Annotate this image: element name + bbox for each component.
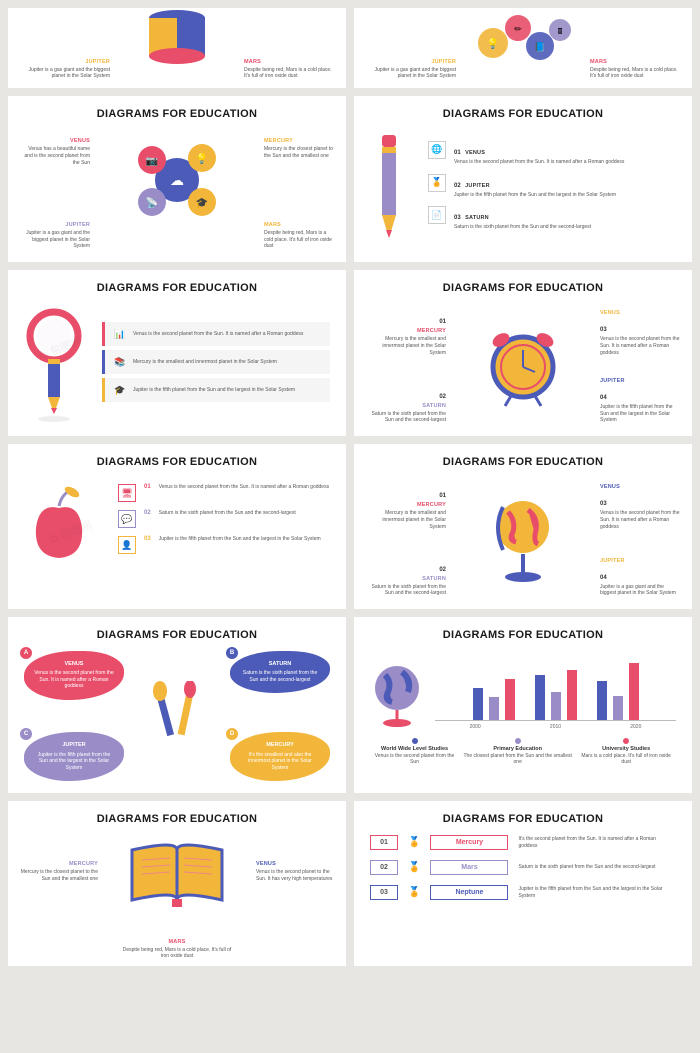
text-jupiter: Jupiter is a gas giant and the biggest p… xyxy=(20,67,110,81)
list-item: 👤 03 Jupiter is the fifth planet from th… xyxy=(118,536,330,554)
bar xyxy=(551,692,561,720)
list-item: 🏅 02 JUPITER Jupiter is the fifth planet… xyxy=(428,174,676,199)
brushes-icon xyxy=(152,681,202,751)
doc-icon: 📄 xyxy=(428,206,446,224)
label-jupiter: JUPITER xyxy=(366,59,456,65)
list: 🌐 01 VENUS Venus is the second planet fr… xyxy=(428,141,676,239)
slide-splats: DIAGRAMS FOR EDUCATION A VENUSVenus is t… xyxy=(8,617,346,793)
label-jupiter: JUPITER xyxy=(20,59,110,65)
bar xyxy=(505,679,515,720)
label-mars: MARS xyxy=(590,59,680,65)
bar-item: 📊 Venus is the second planet from the Su… xyxy=(102,322,330,346)
pencil-icon xyxy=(370,130,408,250)
svg-text:✏: ✏ xyxy=(514,24,522,34)
globe-icon: 🌐 xyxy=(428,141,446,159)
chart-legend: World Wide Level StudiesVenus is the sec… xyxy=(370,738,676,765)
text-mars: Despite being red, Mars is a cold place.… xyxy=(244,67,334,81)
slide-cylinder: JUPITER Jupiter is a gas giant and the b… xyxy=(8,8,346,88)
bar xyxy=(597,681,607,720)
ribbon-icon: 🏅 xyxy=(408,862,420,873)
label-mars: MARS xyxy=(244,59,334,65)
bar-item: 📚 Mercury is the smallest and innermost … xyxy=(102,350,330,374)
rows-list: 01 🏅 Mercury It's the second planet from… xyxy=(370,835,676,900)
slide-title: DIAGRAMS FOR EDUCATION xyxy=(24,108,330,120)
small-globe-icon xyxy=(370,660,425,730)
apple-icon xyxy=(24,478,94,568)
list-item: 🖥 01 Venus is the second planet from the… xyxy=(118,484,330,502)
ribbon-icon: 🏅 xyxy=(408,837,420,848)
svg-text:🖩: 🖩 xyxy=(558,27,563,36)
legend-item: World Wide Level StudiesVenus is the sec… xyxy=(370,738,459,765)
legend-item: Primary EducationThe closest planet from… xyxy=(459,738,576,765)
slide-book: DIAGRAMS FOR EDUCATION MERCURY Mercury i… xyxy=(8,801,346,966)
bar xyxy=(613,696,623,720)
gears-icon: 💡 ✏ 📘 🖩 xyxy=(468,8,578,68)
bar xyxy=(629,663,639,720)
slide-barchart: DIAGRAMS FOR EDUCATION 200020102020 Worl… xyxy=(354,617,692,793)
bar-item: 🎓 Jupiter is the fifth planet from the S… xyxy=(102,378,330,402)
alarm-clock-icon xyxy=(483,322,563,412)
legend-item: University StudiesMars is a cold place. … xyxy=(576,738,676,765)
slide-apple: DIAGRAMS FOR EDUCATION ib 包图网 🖥 01 Venus… xyxy=(8,444,346,609)
open-book-icon xyxy=(122,835,232,915)
slide-rows: DIAGRAMS FOR EDUCATION 01 🏅 Mercury It's… xyxy=(354,801,692,966)
x-axis: 200020102020 xyxy=(435,724,676,730)
slide-circles: DIAGRAMS FOR EDUCATION ☁ 📷 💡 📡 🎓 VENUS V… xyxy=(8,96,346,262)
slide-pencil-list: DIAGRAMS FOR EDUCATION 🌐 01 VENUS Venus … xyxy=(354,96,692,262)
list-item: 💬 02 Saturn is the sixth planet from the… xyxy=(118,510,330,528)
magnifier-pencil-icon xyxy=(24,304,84,424)
slide-clock: DIAGRAMS FOR EDUCATION 01 MERCURY Mercur… xyxy=(354,270,692,436)
svg-text:📡: 📡 xyxy=(146,196,159,209)
svg-text:💡: 💡 xyxy=(487,37,499,50)
pill-row: 01 🏅 Mercury It's the second planet from… xyxy=(370,835,676,850)
bar xyxy=(473,688,483,721)
svg-text:💡: 💡 xyxy=(196,152,208,165)
svg-text:☁: ☁ xyxy=(170,172,184,188)
bar xyxy=(535,675,545,720)
svg-text:🎓: 🎓 xyxy=(196,197,208,209)
bar xyxy=(567,670,577,720)
svg-text:📘: 📘 xyxy=(534,42,545,52)
slide-grid: JUPITER Jupiter is a gas giant and the b… xyxy=(8,8,692,966)
award-icon: 🏅 xyxy=(428,174,446,192)
list-item: 🌐 01 VENUS Venus is the second planet fr… xyxy=(428,141,676,166)
ribbon-icon: 🏅 xyxy=(408,887,420,898)
slide-magnifier: DIAGRAMS FOR EDUCATION ib 包图网 📊 Venus is… xyxy=(8,270,346,436)
globe-stand-icon xyxy=(488,492,558,587)
cylinder-icon xyxy=(142,8,212,68)
circle-cluster-icon: ☁ 📷 💡 📡 🎓 xyxy=(122,130,232,230)
bar-chart xyxy=(435,651,676,721)
pill-row: 02 🏅 Mars Saturn is the sixth planet fro… xyxy=(370,860,676,875)
slide-gears: 💡 ✏ 📘 🖩 JUPITER Jupiter is a gas giant a… xyxy=(354,8,692,88)
list-item: 📄 03 SATURN Saturn is the sixth planet f… xyxy=(428,206,676,231)
pill-row: 03 🏅 Neptune Jupiter is the fifth planet… xyxy=(370,885,676,900)
svg-text:📷: 📷 xyxy=(146,156,158,167)
slide-globe: DIAGRAMS FOR EDUCATION 01 MERCURY Mercur… xyxy=(354,444,692,609)
bar xyxy=(489,697,499,720)
